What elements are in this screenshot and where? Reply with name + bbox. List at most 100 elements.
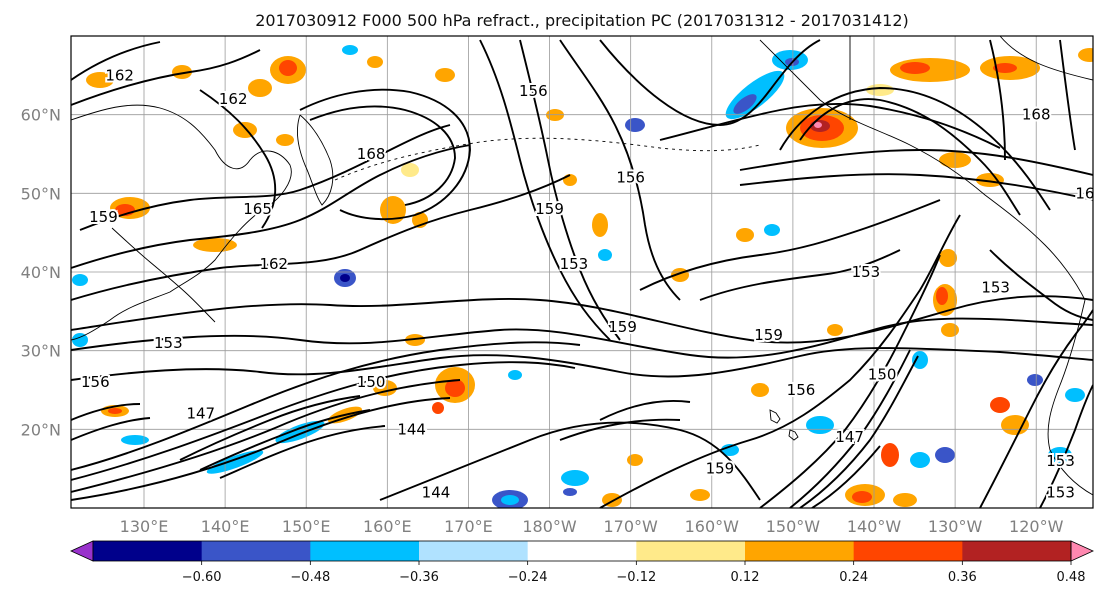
colorbar-segment — [636, 541, 746, 561]
contour-line — [79, 124, 451, 231]
anomaly-patch — [939, 249, 957, 267]
coastline-kamchatka — [297, 114, 334, 206]
colorbar-tick-label: 0.36 — [948, 570, 977, 585]
anomaly-patch — [733, 94, 757, 114]
contour-label: 162 — [259, 255, 288, 273]
contour-line — [199, 89, 277, 229]
anomaly-patch — [501, 495, 519, 505]
contour-label: 150 — [868, 365, 897, 383]
longitude-label: 120°W — [1009, 517, 1064, 536]
anomaly-patch — [367, 56, 383, 68]
latitude-label: 60°N — [21, 106, 61, 125]
coastline-asia — [71, 104, 292, 341]
contour-line — [599, 214, 961, 508]
anomaly-patch — [445, 379, 465, 397]
anomaly-patch — [910, 452, 930, 468]
contour-line — [309, 105, 456, 206]
anomaly-patch — [627, 454, 643, 466]
longitude-label: 130°W — [928, 517, 983, 536]
anomaly-patch — [751, 383, 769, 397]
colorbar-tick-label: −0.48 — [290, 570, 330, 585]
graticule — [71, 36, 1093, 508]
colorbar-extend-high — [1070, 540, 1094, 562]
map-panel: 162 162 168 159 165 162 156 156 159 153 159 153 156 1… — [70, 35, 1094, 509]
contour-line — [379, 421, 761, 501]
contour-line — [639, 199, 941, 291]
contour-label: 144 — [422, 483, 451, 501]
contour-label: 159 — [535, 200, 564, 218]
contour-labels: 162 162 168 159 165 162 156 156 159 153 159 153 156 1… — [79, 64, 1094, 503]
anomaly-patch — [990, 397, 1010, 413]
colorbar-segment — [93, 541, 203, 561]
anomaly-patch — [976, 173, 1004, 187]
anomaly-patch — [1078, 48, 1093, 62]
colorbar-segment — [853, 541, 963, 561]
longitude-label: 130°E — [120, 517, 169, 536]
contour-label: 144 — [397, 420, 426, 438]
contour-label: 159 — [89, 208, 118, 226]
anomaly-patch — [405, 334, 425, 346]
contour-line — [71, 403, 151, 441]
longitude-label: 140°W — [847, 517, 902, 536]
coastline-alaska — [759, 39, 1086, 301]
map-frame — [70, 35, 1094, 509]
anomaly-patch — [592, 213, 608, 237]
anomaly-patch — [121, 435, 149, 445]
anomaly-patch — [72, 274, 88, 286]
figure-title: 2017030912 F000 500 hPa refract., precip… — [255, 11, 909, 30]
anomaly-patch — [206, 450, 264, 474]
contour-label: 147 — [835, 428, 864, 446]
contour-label: 156 — [616, 169, 645, 187]
colorbar-tick-label: −0.24 — [508, 570, 548, 585]
colorbar-segment — [201, 541, 311, 561]
anomaly-patch — [248, 79, 272, 97]
anomaly-patch — [852, 491, 872, 503]
colorbar-extend-low — [70, 540, 94, 562]
refractivity-contours — [71, 39, 1093, 508]
contour-label: 159 — [608, 318, 637, 336]
anomaly-patch — [827, 324, 843, 336]
border-canada-alaska — [849, 36, 1093, 120]
anomaly-patch — [764, 224, 780, 236]
longitude-label: 160°E — [363, 517, 412, 536]
anomaly-patch — [936, 287, 948, 305]
contour-label: 159 — [706, 460, 735, 478]
contour-line — [71, 397, 451, 501]
contour-line — [519, 39, 621, 341]
longitude-label: 170°W — [603, 517, 658, 536]
anomaly-patch — [561, 470, 589, 486]
contour-line — [1039, 384, 1093, 508]
colorbar-segment — [310, 541, 420, 561]
contour-line — [759, 254, 941, 508]
contour-line — [71, 144, 471, 269]
anomaly-patch — [432, 402, 444, 414]
anomaly-patch — [900, 62, 930, 74]
contour-line — [71, 379, 461, 493]
anomaly-patch — [508, 370, 522, 380]
contour-label: 162 — [219, 90, 248, 108]
latitude-labels: 60°N 50°N 40°N 30°N 20°N — [21, 106, 61, 440]
anomaly-patch — [275, 420, 325, 444]
contour-line — [699, 249, 901, 301]
anomaly-patch — [893, 493, 917, 507]
anomaly-patch — [1027, 374, 1043, 386]
latitude-label: 40°N — [21, 263, 61, 282]
colorbar-tick-label: −0.36 — [399, 570, 439, 585]
colorbar-tick-label: −0.12 — [616, 570, 656, 585]
contour-line — [779, 87, 1051, 211]
contour-label: 16 — [1075, 184, 1094, 202]
anomaly-patch — [340, 274, 350, 282]
longitude-label: 170°E — [444, 517, 493, 536]
coastline-north-america — [1047, 299, 1093, 496]
anomaly-patch — [866, 84, 894, 96]
longitude-label: 150°W — [766, 517, 821, 536]
anomaly-patch — [598, 249, 612, 261]
anomaly-patch — [806, 416, 834, 434]
coastline-aleutians — [334, 137, 761, 181]
contour-line — [989, 39, 1076, 161]
contour-label: 153 — [1046, 483, 1075, 501]
contour-line — [71, 361, 576, 481]
contour-line — [71, 341, 581, 471]
contour-label: 150 — [357, 373, 386, 391]
colorbar-segment — [962, 541, 1072, 561]
